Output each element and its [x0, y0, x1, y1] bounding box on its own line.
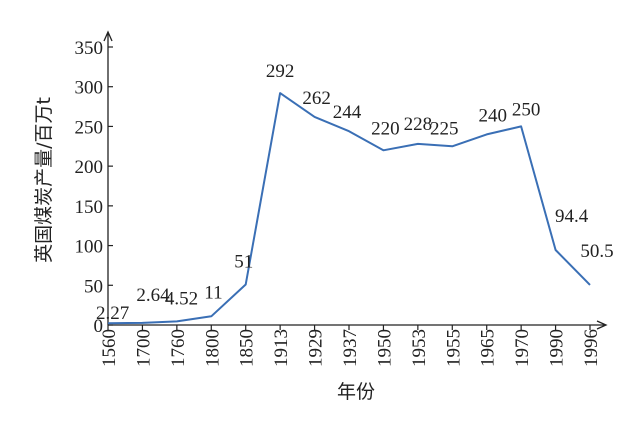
- data-label: 220: [371, 118, 400, 139]
- data-label: 51: [234, 252, 253, 273]
- data-label: 244: [333, 102, 362, 123]
- series-line: [107, 92, 591, 325]
- x-tick-label: 1850: [237, 329, 258, 367]
- x-tick-label: 1937: [340, 329, 361, 367]
- data-label: 2.27: [96, 303, 129, 324]
- x-tick-label: 1800: [202, 329, 223, 367]
- x-axis-line: [108, 320, 608, 330]
- data-label: 228: [404, 114, 433, 135]
- x-tick-label: 1913: [271, 329, 292, 367]
- data-label: 292: [266, 61, 295, 82]
- y-tick-label: 50: [84, 276, 103, 297]
- data-label: 240: [478, 105, 507, 126]
- y-tick-label: 250: [75, 117, 104, 138]
- x-axis-title: 年份: [337, 381, 375, 403]
- y-tick-label: 150: [75, 197, 104, 218]
- x-axis-ticks: 1560 1700 1760 1800 1850 1913 1929 1937 1950 1953…: [99, 325, 602, 367]
- data-label: 94.4: [555, 206, 589, 227]
- data-label: 262: [302, 88, 331, 109]
- y-tick-label: 300: [75, 78, 104, 99]
- x-tick-label: 1970: [512, 329, 533, 367]
- x-tick-label: 1955: [443, 329, 464, 367]
- data-label: 11: [204, 282, 222, 303]
- y-tick-label: 350: [75, 38, 104, 59]
- y-axis-ticks: 0 50 100 150 200 250 300 350: [75, 38, 113, 337]
- x-tick-label: 1929: [306, 329, 327, 367]
- x-tick-label: 1560: [99, 329, 120, 367]
- x-tick-label: 1950: [374, 329, 395, 367]
- data-label: 250: [512, 99, 541, 120]
- x-tick-label: 1990: [547, 329, 568, 367]
- y-axis-title: 英国煤炭产量/百万t: [33, 97, 55, 263]
- x-tick-label: 1700: [133, 329, 154, 367]
- y-tick-label: 200: [75, 157, 104, 178]
- x-tick-label: 1996: [581, 329, 602, 367]
- data-label: 4.52: [165, 288, 198, 309]
- x-tick-label: 1965: [478, 329, 499, 367]
- y-axis-line: [103, 30, 113, 325]
- data-label: 50.5: [580, 241, 613, 262]
- x-tick-label: 1953: [409, 329, 430, 367]
- y-tick-label: 100: [75, 237, 104, 258]
- x-tick-label: 1760: [168, 329, 189, 367]
- data-label: 2.64: [136, 285, 170, 306]
- data-label: 225: [430, 118, 459, 139]
- y-tick-label: 0: [94, 316, 104, 337]
